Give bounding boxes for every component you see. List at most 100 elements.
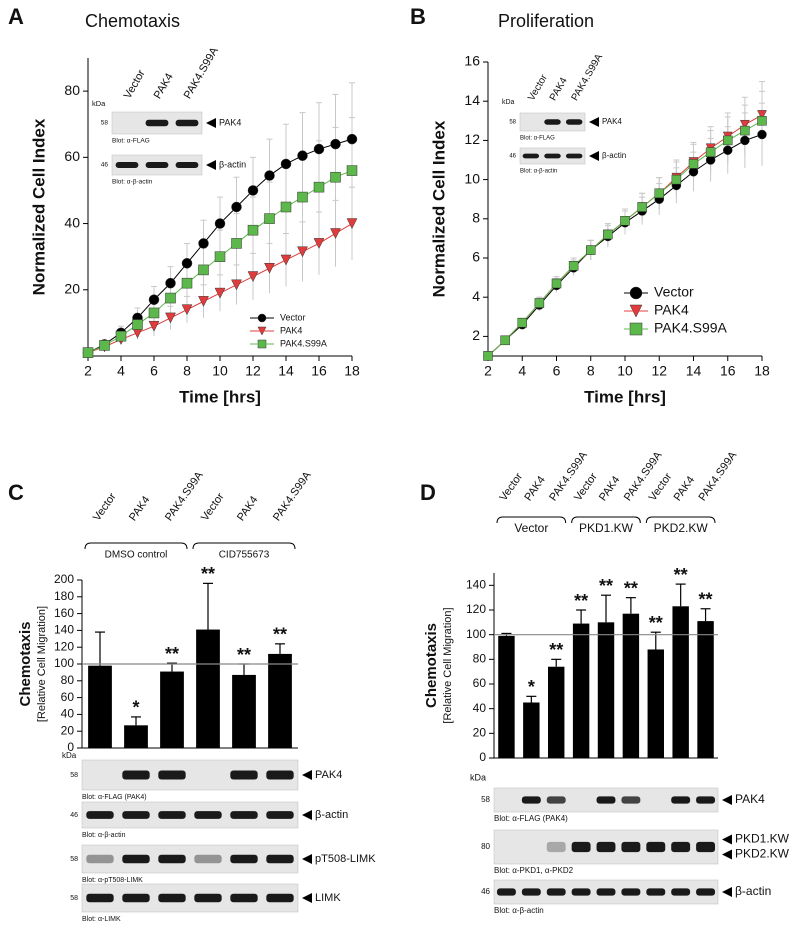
data-point	[654, 188, 664, 199]
legend-label: PAK4	[280, 325, 302, 335]
blot	[81, 759, 299, 791]
significance-label: **	[699, 590, 713, 610]
blot-caption: Blot: α-pT508-LIMK	[82, 877, 143, 884]
y-tick-label: 16	[464, 53, 480, 69]
blot-band	[696, 796, 716, 804]
lane-label: PAK4	[672, 474, 697, 503]
arrow	[206, 118, 216, 128]
y-axis-sublabel: [Relative Cell Migration]	[36, 606, 48, 722]
group-label: PKD1.KW	[579, 521, 634, 535]
group-bracket	[192, 542, 296, 550]
blot-band	[266, 770, 294, 780]
y-tick-label: 180	[54, 589, 74, 603]
group-bracket	[496, 516, 567, 524]
group-label: Vector	[514, 521, 548, 535]
data-point	[603, 229, 613, 240]
kda-unit: kDa	[470, 772, 486, 782]
blot-label: LIMK	[315, 892, 341, 904]
data-point	[214, 218, 226, 229]
significance-label: **	[237, 645, 251, 665]
y-tick-label: 6	[472, 249, 480, 265]
blot-band	[122, 770, 150, 780]
kda-label: 58	[101, 120, 109, 127]
data-point	[517, 317, 527, 328]
data-point	[280, 254, 292, 266]
data-point	[483, 351, 493, 361]
significance-label: **	[624, 578, 638, 598]
legend-label: Vector	[280, 312, 306, 322]
blot-label: β-actin	[735, 884, 771, 898]
data-point	[264, 213, 275, 224]
data-point	[198, 296, 209, 307]
data-point	[148, 307, 160, 319]
lane-label: PAK4	[235, 494, 260, 523]
data-point	[346, 165, 358, 176]
legend-label: PAK4.S99A	[280, 338, 327, 348]
blot-band	[671, 888, 691, 896]
data-point	[330, 171, 341, 183]
blot-band	[646, 841, 666, 853]
group-label: PKD2.KW	[654, 521, 709, 535]
lane-label: PAK4	[152, 71, 176, 101]
lane-label: PAK4	[522, 474, 547, 503]
x-tick-label: 16	[720, 363, 736, 379]
x-tick-label: 6	[150, 363, 158, 379]
x-tick-label: 2	[484, 363, 492, 379]
significance-label: **	[201, 564, 215, 584]
y-axis-label: Normalized Cell Index	[29, 118, 48, 295]
data-point	[231, 279, 242, 291]
data-point	[148, 320, 160, 332]
blot	[81, 844, 299, 874]
chart-title: Proliferation	[498, 11, 594, 31]
bar	[232, 674, 256, 748]
blot-band	[194, 854, 222, 864]
blot-band	[496, 888, 516, 896]
legend-label: Vector	[654, 284, 694, 300]
lane-label: PAK4.S99A	[271, 469, 314, 523]
y-tick-label: 140	[54, 623, 74, 637]
y-tick-label: 10	[464, 170, 480, 186]
data-point	[165, 292, 176, 304]
x-tick-label: 14	[686, 363, 702, 379]
group-bracket	[571, 516, 641, 524]
blot-band	[86, 854, 114, 864]
blot-band	[621, 888, 641, 896]
blot-band	[158, 893, 186, 903]
data-point	[280, 158, 292, 170]
blot-caption: Blot: α-PKD1, α-PKD2	[494, 866, 574, 875]
blot-band	[621, 796, 641, 804]
blot-label: PAK4	[315, 769, 342, 781]
blot-band	[230, 811, 258, 819]
blot-band	[546, 888, 566, 896]
kda-unit: kDa	[62, 751, 77, 760]
x-tick-label: 10	[617, 363, 633, 379]
y-tick-label: 20	[61, 723, 75, 737]
kda-label: 46	[70, 812, 78, 819]
y-tick-label: 20	[473, 726, 487, 740]
y-tick-label: 0	[479, 750, 486, 764]
kda-label: 58	[70, 895, 78, 902]
y-tick-label: 80	[61, 673, 75, 687]
data-point	[500, 335, 510, 346]
lane-label: Vector	[497, 471, 525, 504]
x-tick-label: 4	[117, 363, 125, 379]
data-point	[231, 238, 242, 249]
blot-label: β-actin	[219, 159, 246, 169]
x-axis-label: Time [hrs]	[584, 387, 666, 406]
data-point	[757, 116, 767, 126]
data-point	[82, 347, 94, 358]
bar	[622, 613, 640, 758]
arrow	[722, 887, 732, 897]
data-point	[313, 181, 325, 193]
blot-band	[671, 841, 691, 853]
data-point	[165, 277, 176, 289]
x-tick-label: 8	[183, 363, 191, 379]
x-tick-label: 6	[553, 363, 561, 379]
x-tick-label: 18	[344, 363, 360, 379]
y-tick-label: 12	[464, 131, 480, 147]
significance-label: **	[273, 625, 287, 645]
data-point	[568, 261, 579, 271]
lane-label: PAK4	[597, 474, 622, 503]
kda-label: 46	[481, 887, 490, 896]
